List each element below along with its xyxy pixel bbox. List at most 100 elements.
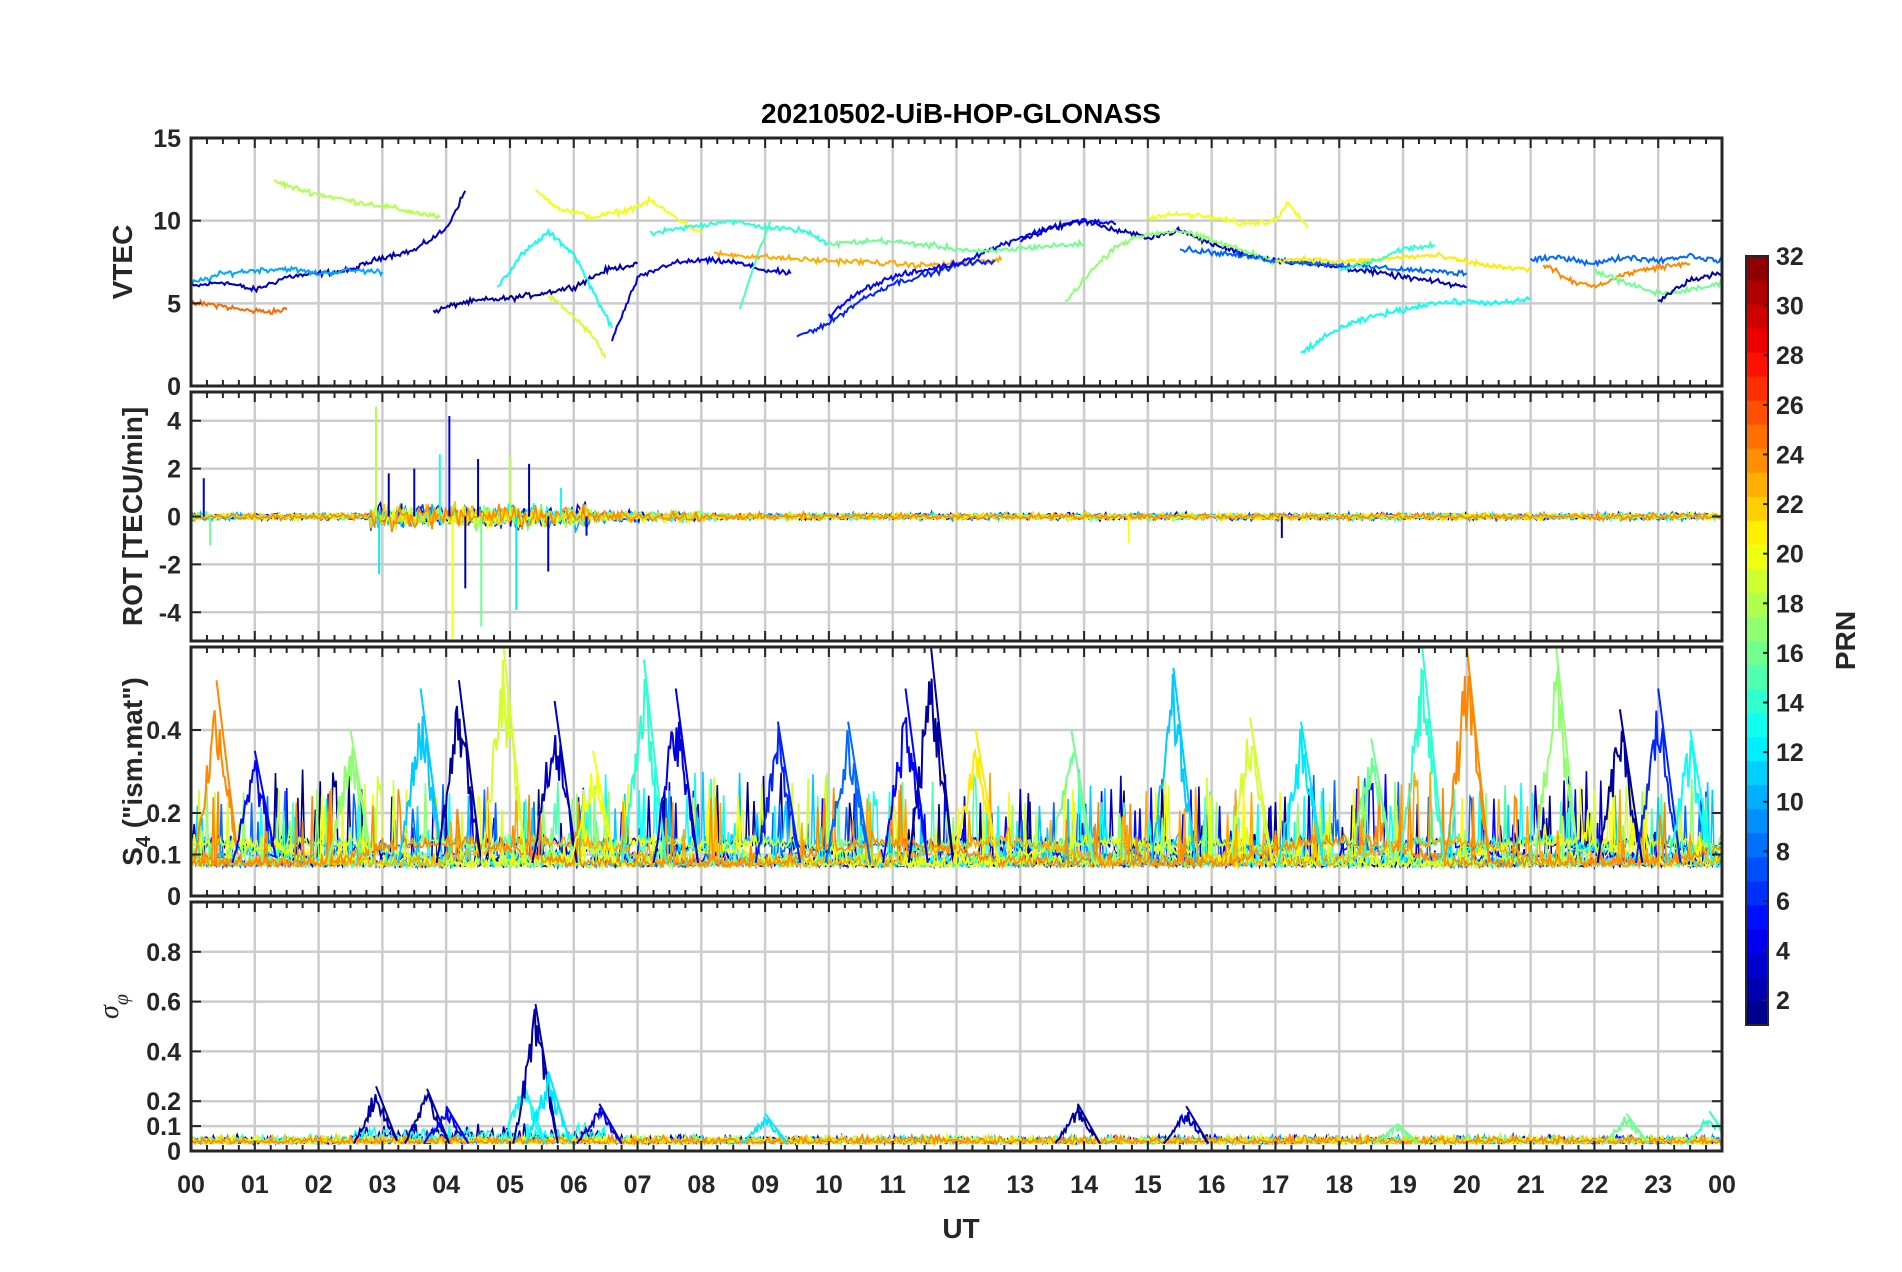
s4-burst xyxy=(1226,717,1274,864)
colorbar-segment xyxy=(1746,712,1768,738)
x-tick-label: 17 xyxy=(1262,1171,1290,1199)
y-tick-label: -4 xyxy=(159,599,181,627)
s4-burst xyxy=(1048,729,1095,864)
x-tick-label: 04 xyxy=(432,1171,460,1199)
s4-burst xyxy=(907,647,955,863)
colorbar-tick-label: 2 xyxy=(1776,987,1790,1015)
colorbar-segment xyxy=(1746,760,1768,786)
s4-burst xyxy=(435,680,483,863)
colorbar-segment xyxy=(1746,400,1768,425)
rot-series-prn-24 xyxy=(191,503,1721,533)
y-tick-label: -2 xyxy=(159,551,181,579)
x-axis-label: UT xyxy=(942,1213,979,1244)
x-tick-label: 02 xyxy=(305,1171,333,1199)
panel-data xyxy=(191,179,1722,359)
colorbar-segment xyxy=(1746,328,1768,353)
s4-burst xyxy=(1596,709,1644,863)
x-tick-label: 14 xyxy=(1070,1171,1098,1199)
colorbar-tick-label: 14 xyxy=(1776,690,1804,718)
colorbar-segment xyxy=(1746,688,1768,714)
sigma-phi-y-axis-label: σφ xyxy=(94,994,133,1019)
s4-burst xyxy=(652,688,700,863)
sigma_phi-burst xyxy=(524,1071,572,1144)
sigma_phi-burst xyxy=(576,1103,623,1145)
colorbar-tick-label: 18 xyxy=(1776,590,1804,618)
y-tick-label: 0.4 xyxy=(146,717,181,745)
panel-ticks: -4 -2 0 2 4 xyxy=(159,392,1723,641)
vtec-series-prn-18 xyxy=(273,179,441,221)
y-tick-label: 0 xyxy=(167,1138,181,1166)
x-tick-label: 21 xyxy=(1517,1171,1545,1199)
colorbar-segment xyxy=(1746,496,1768,521)
vtec-series-prn-14 xyxy=(649,219,830,247)
vtec-series-prn-2 xyxy=(432,261,639,315)
colorbar-segment xyxy=(1746,280,1768,305)
s4-burst xyxy=(824,721,872,864)
y-tick-label: 0.8 xyxy=(146,939,181,967)
colorbar-tick-label: 26 xyxy=(1776,392,1804,420)
vtec-series-prn-14 xyxy=(1338,240,1436,272)
sigma_phi-burst xyxy=(1603,1113,1650,1145)
s4-label-sub: 4 xyxy=(133,835,155,847)
colorbar-segment xyxy=(1746,568,1768,593)
sigma-label-main: σ xyxy=(94,1004,125,1019)
y-tick-label: 2 xyxy=(167,456,181,484)
x-tick-label: 08 xyxy=(687,1171,715,1199)
x-tick-label: 15 xyxy=(1134,1171,1162,1199)
y-tick-label: 0.2 xyxy=(146,1088,181,1116)
vtec-series-prn-25 xyxy=(191,298,288,315)
colorbar-tick-label: 10 xyxy=(1776,789,1804,817)
s4-burst xyxy=(1347,738,1395,864)
vtec-series-prn-13 xyxy=(497,227,613,329)
colorbar-segment xyxy=(1746,352,1768,377)
x-tick-label: 00 xyxy=(177,1171,205,1199)
colorbar-tick-label: 20 xyxy=(1776,541,1804,569)
x-tick-label: 11 xyxy=(879,1171,906,1199)
colorbar-segment xyxy=(1746,544,1768,569)
rot-series-prn-22 xyxy=(191,501,1721,529)
y-tick-label: 0.4 xyxy=(146,1038,181,1066)
colorbar-segment xyxy=(1746,520,1768,545)
s4-burst xyxy=(193,680,239,863)
colorbar-segment xyxy=(1746,736,1768,762)
colorbar-segment xyxy=(1746,928,1768,954)
x-tick-label: 05 xyxy=(496,1171,524,1199)
s4-burst xyxy=(882,688,929,863)
panel-vtec: 0 5 10 15 VTEC xyxy=(107,125,1724,401)
colorbar-segment xyxy=(1746,424,1768,449)
vtec-series-prn-8 xyxy=(1179,244,1467,278)
vtec-series-prn-21 xyxy=(1275,251,1532,274)
x-tick-label: 19 xyxy=(1389,1171,1417,1199)
colorbar-segment xyxy=(1746,448,1768,473)
s4-burst xyxy=(952,729,999,864)
y-tick-label: 0.2 xyxy=(146,800,181,828)
panel-ticks: 00.10.2 0.4 0.6 0.8 xyxy=(146,902,1723,1166)
colorbar-segment xyxy=(1746,856,1768,882)
y-tick-label: 0.1 xyxy=(146,1113,181,1141)
colorbar-segment xyxy=(1746,376,1768,401)
vtec-series-prn-16 xyxy=(1594,268,1722,298)
colorbar-tick-label: 22 xyxy=(1776,491,1804,519)
colorbar-frame xyxy=(1745,255,1769,1026)
colorbar-segment xyxy=(1746,304,1768,329)
y-tick-label: 15 xyxy=(153,125,181,153)
s4-burst xyxy=(1666,729,1714,863)
y-tick-label: 0.1 xyxy=(146,842,181,870)
panel-s4: 00.10.20.4S4 ("ism.mat") xyxy=(117,645,1724,911)
sigma_phi-burst xyxy=(423,1105,470,1145)
colorbar-tick-label: 24 xyxy=(1776,441,1804,469)
rot-y-axis-label: ROT [TECU/min] xyxy=(117,407,148,626)
x-tick-label: 03 xyxy=(368,1171,396,1199)
s4-burst xyxy=(1277,721,1325,864)
vtec-series-prn-3 xyxy=(191,190,467,294)
colorbar-label: PRN xyxy=(1830,611,1861,670)
s4-burst xyxy=(1443,647,1491,863)
panel-data xyxy=(191,406,1721,639)
x-tick-label: 23 xyxy=(1644,1171,1672,1199)
y-tick-label: 4 xyxy=(167,408,181,436)
s4-label-suffix: ("ism.mat") xyxy=(117,677,148,836)
s4-burst xyxy=(1532,647,1580,863)
x-tick-label: 09 xyxy=(751,1171,779,1199)
